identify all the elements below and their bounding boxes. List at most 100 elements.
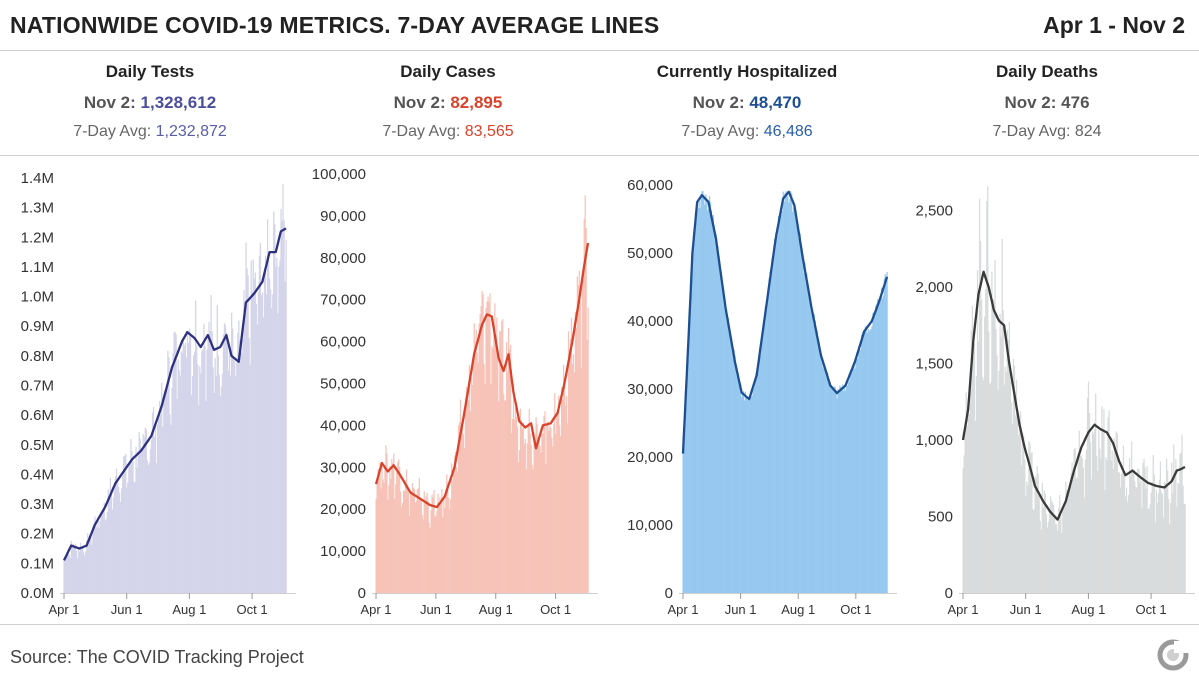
daily-bar xyxy=(823,366,825,593)
daily-bar xyxy=(239,339,241,593)
daily-bar xyxy=(440,503,442,593)
daily-bar xyxy=(870,329,872,593)
daily-bar xyxy=(565,396,568,593)
metric-latest-value: 476 xyxy=(1061,93,1090,112)
daily-bar xyxy=(558,395,560,593)
daily-bar xyxy=(106,512,108,593)
daily-bar xyxy=(459,399,462,593)
daily-bar xyxy=(559,425,561,593)
daily-bar xyxy=(1130,475,1132,593)
daily-bar xyxy=(868,331,870,593)
daily-bar xyxy=(152,407,155,593)
daily-bar xyxy=(139,438,141,593)
daily-bar xyxy=(578,270,580,593)
daily-bar xyxy=(771,258,773,593)
daily-bar xyxy=(109,477,112,593)
daily-bar xyxy=(394,498,396,593)
daily-bar xyxy=(697,207,699,593)
daily-bar xyxy=(700,194,702,593)
daily-bar xyxy=(975,375,978,593)
daily-bar xyxy=(434,516,436,593)
daily-bar xyxy=(1069,490,1071,593)
daily-bar xyxy=(805,282,807,593)
daily-bar xyxy=(489,293,491,593)
daily-bar xyxy=(451,463,453,593)
daily-bar xyxy=(812,324,815,593)
daily-bar xyxy=(238,320,240,593)
daily-bar xyxy=(770,267,772,593)
daily-bar xyxy=(1026,481,1028,593)
daily-bar xyxy=(776,235,778,593)
daily-bar xyxy=(740,383,742,593)
daily-bar xyxy=(1163,481,1166,593)
currently-hospitalized-chart: 0 10,000 20,000 30,000 40,000 50,000 60,000 Apr… xyxy=(627,177,897,617)
daily-bar xyxy=(827,382,830,593)
y-tick-label: 0.5M xyxy=(21,437,54,454)
daily-bar xyxy=(725,309,727,593)
daily-bar xyxy=(744,391,747,593)
daily-bar xyxy=(396,472,398,593)
daily-bar xyxy=(701,191,703,593)
daily-bar xyxy=(1177,483,1179,593)
daily-bar xyxy=(798,238,800,593)
daily-bar xyxy=(809,302,811,593)
daily-bar xyxy=(788,202,790,593)
daily-bar xyxy=(116,482,119,593)
daily-bar xyxy=(772,256,774,593)
daily-bar xyxy=(225,332,228,593)
daily-bar xyxy=(94,516,96,593)
daily-bar xyxy=(1085,449,1088,593)
y-tick-label: 0.9M xyxy=(21,318,54,335)
daily-bar xyxy=(1131,441,1133,593)
daily-bar xyxy=(815,332,817,593)
daily-bar xyxy=(973,343,976,593)
daily-bar xyxy=(696,210,698,593)
daily-bar xyxy=(491,345,493,593)
daily-bar xyxy=(494,303,496,593)
daily-bar xyxy=(785,191,787,593)
daily-bar xyxy=(794,219,797,594)
daily-bar xyxy=(203,323,205,593)
daily-bar xyxy=(69,557,71,593)
daily-bar xyxy=(982,376,984,593)
daily-bar xyxy=(416,489,418,593)
daily-bar xyxy=(874,316,876,593)
daily-bar xyxy=(542,433,544,593)
daily-bar xyxy=(215,375,217,593)
daily-bar xyxy=(765,304,767,593)
daily-bar xyxy=(998,371,1000,593)
daily-bars xyxy=(375,195,589,593)
daily-bar xyxy=(517,462,520,593)
daily-bar xyxy=(535,417,537,593)
metric-header-hospitalized: Currently Hospitalized Nov 2: 48,470 7-D… xyxy=(597,51,897,141)
daily-bar xyxy=(244,307,246,593)
daily-bar xyxy=(586,339,588,593)
x-tick-label: Aug 1 xyxy=(479,602,513,617)
daily-bar xyxy=(1180,452,1182,593)
daily-bar xyxy=(80,548,83,593)
daily-bar xyxy=(1109,440,1111,593)
daily-bar xyxy=(270,289,272,593)
daily-bar xyxy=(1159,461,1162,593)
daily-bar xyxy=(691,264,693,593)
daily-bar xyxy=(879,300,882,593)
daily-bars xyxy=(682,191,888,594)
daily-bar xyxy=(821,362,823,593)
daily-bar xyxy=(384,468,386,593)
daily-bar xyxy=(1172,493,1174,593)
daily-bar xyxy=(208,321,210,593)
daily-bar xyxy=(552,446,554,593)
metric-latest-label: Nov 2: xyxy=(83,93,141,112)
daily-bar xyxy=(136,467,138,593)
daily-bar xyxy=(1134,481,1136,593)
daily-bar xyxy=(1148,508,1150,593)
daily-bar xyxy=(796,229,799,593)
daily-bar xyxy=(860,349,862,593)
daily-bar xyxy=(469,411,471,593)
daily-bar xyxy=(155,463,158,593)
daily-bar xyxy=(468,364,470,593)
daily-bar xyxy=(378,478,380,593)
metric-avg-value: 46,486 xyxy=(763,123,813,140)
daily-bar xyxy=(826,377,828,593)
metric-avg-label: 7-Day Avg: xyxy=(382,123,465,140)
